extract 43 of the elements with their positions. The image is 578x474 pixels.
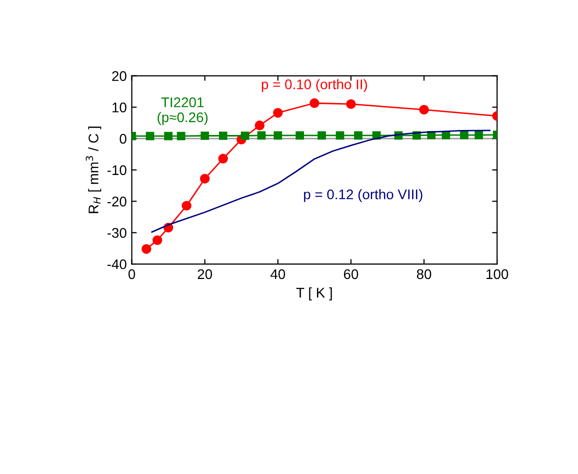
point xyxy=(318,131,326,140)
point xyxy=(474,130,483,140)
y-tick-label: -40 xyxy=(107,259,126,270)
y-tick-label: -30 xyxy=(107,228,126,238)
point xyxy=(164,132,172,140)
point xyxy=(346,99,356,109)
point xyxy=(310,98,320,108)
point xyxy=(182,200,192,211)
x-tick-label: 20 xyxy=(198,269,212,280)
y-tick-label: 20 xyxy=(112,71,126,82)
series-label: p = 0.10 (ortho II) xyxy=(262,79,368,92)
point xyxy=(200,132,210,140)
point xyxy=(146,132,154,140)
point xyxy=(152,235,162,246)
x-axis-title: T [ K ] xyxy=(296,287,332,300)
x-tick-label: 100 xyxy=(486,269,508,280)
series-label: TI2201 (p≈0.26) xyxy=(158,97,208,125)
series-label: p = 0.12 (ortho VIII) xyxy=(304,189,422,202)
point xyxy=(460,130,468,140)
point xyxy=(176,132,186,140)
point xyxy=(336,131,344,140)
x-tick-label: 0 xyxy=(128,269,136,280)
y-tick-label: -10 xyxy=(107,165,126,176)
y-axis-title: R$_{H}$ [ mm$^{3}$ / C ] xyxy=(86,126,102,214)
point xyxy=(218,154,228,164)
point xyxy=(354,131,362,140)
x-tick-label: 40 xyxy=(270,269,286,280)
point xyxy=(200,174,210,184)
point xyxy=(142,244,152,254)
y-tick-label: 0 xyxy=(120,134,126,144)
point xyxy=(240,132,250,140)
point xyxy=(419,104,429,115)
point xyxy=(296,131,304,140)
point xyxy=(274,131,282,140)
point xyxy=(273,108,283,118)
line-series xyxy=(151,130,490,233)
point xyxy=(257,131,266,140)
x-tick-label: 60 xyxy=(344,269,358,280)
y-tick-label: 10 xyxy=(112,102,126,112)
x-tick-label: 80 xyxy=(416,269,432,280)
point xyxy=(218,132,228,140)
y-tick-label: -20 xyxy=(107,196,126,206)
point xyxy=(254,120,264,130)
